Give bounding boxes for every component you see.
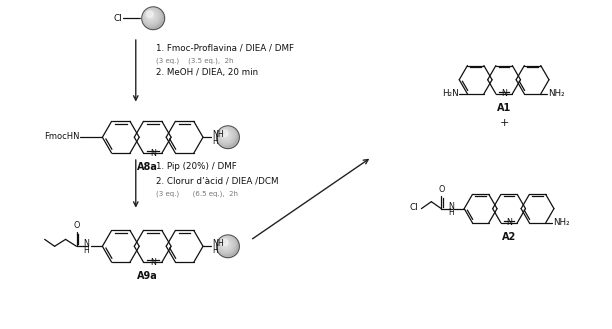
- Text: +: +: [499, 118, 509, 128]
- Text: NH: NH: [212, 130, 224, 139]
- Text: N: N: [506, 218, 512, 227]
- Text: Cl: Cl: [114, 14, 123, 23]
- Circle shape: [145, 10, 157, 22]
- Circle shape: [222, 131, 230, 139]
- Circle shape: [221, 130, 228, 137]
- Text: H: H: [84, 246, 89, 255]
- Circle shape: [225, 243, 226, 245]
- Text: H: H: [212, 246, 218, 255]
- Circle shape: [140, 5, 162, 27]
- Circle shape: [218, 237, 233, 251]
- Text: 2. Clorur d’àcid / DIEA /DCM: 2. Clorur d’àcid / DIEA /DCM: [155, 176, 278, 185]
- Circle shape: [224, 242, 228, 246]
- Text: A9a: A9a: [137, 270, 158, 281]
- Circle shape: [143, 8, 159, 24]
- Text: N: N: [84, 239, 89, 248]
- Circle shape: [217, 126, 234, 144]
- Text: (3 eq.)    (3.5 eq.),  2h: (3 eq.) (3.5 eq.), 2h: [155, 58, 233, 64]
- Circle shape: [221, 239, 231, 249]
- Text: (3 eq.)      (6.5 eq.),  2h: (3 eq.) (6.5 eq.), 2h: [155, 190, 237, 197]
- Circle shape: [221, 239, 228, 246]
- Circle shape: [142, 7, 165, 30]
- Text: N: N: [150, 258, 155, 267]
- Circle shape: [143, 8, 159, 24]
- Text: O: O: [73, 221, 80, 230]
- Circle shape: [220, 129, 231, 141]
- Text: NH: NH: [212, 239, 224, 248]
- Circle shape: [225, 134, 227, 136]
- Circle shape: [223, 241, 229, 247]
- Circle shape: [151, 15, 152, 16]
- Circle shape: [217, 235, 234, 253]
- Text: A1: A1: [497, 103, 511, 113]
- Text: N: N: [150, 149, 155, 158]
- Circle shape: [222, 240, 230, 248]
- Circle shape: [223, 133, 228, 137]
- Circle shape: [144, 9, 158, 23]
- Circle shape: [219, 128, 232, 141]
- Circle shape: [147, 13, 154, 19]
- Circle shape: [218, 128, 233, 142]
- Circle shape: [216, 125, 235, 144]
- Circle shape: [220, 239, 231, 249]
- Circle shape: [217, 126, 239, 149]
- Circle shape: [140, 5, 162, 27]
- Circle shape: [225, 243, 227, 245]
- Text: H: H: [212, 137, 218, 146]
- Circle shape: [144, 9, 157, 23]
- Circle shape: [147, 12, 155, 20]
- Circle shape: [215, 124, 236, 146]
- Text: O: O: [438, 185, 444, 194]
- Text: H: H: [448, 208, 453, 217]
- Circle shape: [222, 240, 230, 248]
- Circle shape: [222, 131, 230, 139]
- Circle shape: [215, 125, 236, 145]
- Circle shape: [214, 124, 237, 146]
- Circle shape: [224, 133, 228, 137]
- Circle shape: [215, 233, 236, 255]
- Text: 2. MeOH / DIEA, 20 min: 2. MeOH / DIEA, 20 min: [155, 68, 258, 77]
- Circle shape: [149, 14, 153, 18]
- Circle shape: [150, 15, 152, 17]
- Circle shape: [225, 134, 226, 136]
- Circle shape: [220, 238, 231, 250]
- Circle shape: [146, 11, 153, 18]
- Text: N: N: [448, 202, 453, 211]
- Circle shape: [141, 6, 160, 26]
- Text: FmocHN: FmocHN: [44, 132, 80, 141]
- Circle shape: [217, 235, 239, 258]
- Text: 1. Fmoc-Proflavina / DIEA / DMF: 1. Fmoc-Proflavina / DIEA / DMF: [155, 43, 294, 53]
- Circle shape: [218, 236, 233, 252]
- Text: A8a: A8a: [137, 162, 158, 171]
- Text: NH₂: NH₂: [553, 218, 569, 227]
- Circle shape: [221, 130, 231, 140]
- Circle shape: [217, 127, 234, 143]
- Circle shape: [220, 130, 231, 140]
- Circle shape: [214, 233, 237, 255]
- Circle shape: [141, 6, 161, 26]
- Circle shape: [216, 235, 235, 254]
- Text: Cl: Cl: [410, 203, 419, 212]
- Text: 1. Pip (20%) / DMF: 1. Pip (20%) / DMF: [155, 163, 236, 171]
- Text: A2: A2: [502, 232, 516, 242]
- Circle shape: [149, 13, 154, 18]
- Text: NH₂: NH₂: [548, 89, 564, 98]
- Circle shape: [219, 238, 232, 251]
- Circle shape: [142, 7, 160, 25]
- Circle shape: [217, 236, 234, 252]
- Circle shape: [223, 241, 228, 246]
- Circle shape: [218, 127, 233, 143]
- Circle shape: [146, 11, 155, 21]
- Circle shape: [146, 11, 156, 21]
- Text: N: N: [501, 89, 507, 98]
- Circle shape: [223, 132, 229, 138]
- Text: H₂N: H₂N: [442, 89, 458, 98]
- Circle shape: [148, 13, 154, 19]
- Circle shape: [215, 234, 236, 254]
